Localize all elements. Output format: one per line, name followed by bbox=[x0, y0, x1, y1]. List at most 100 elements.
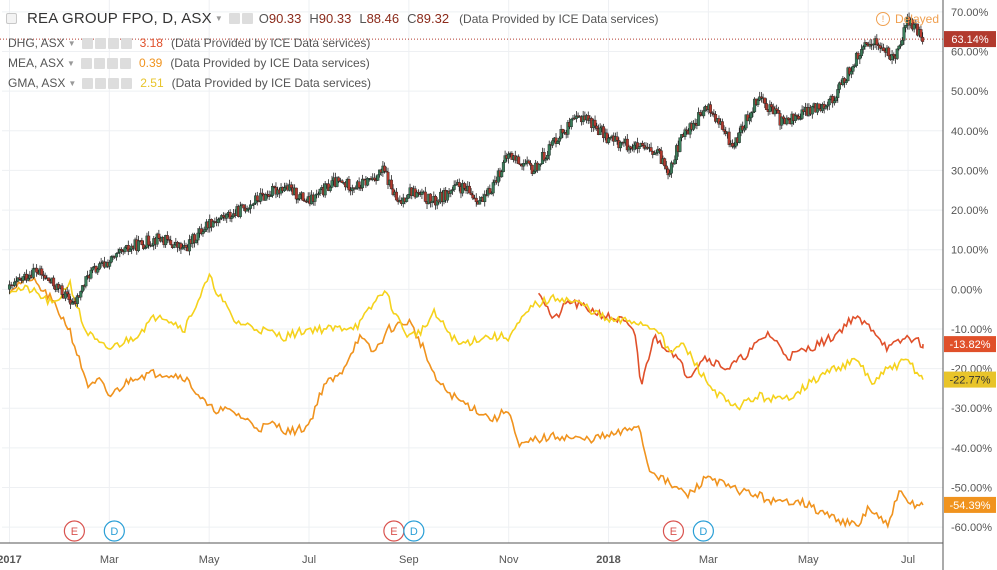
y-tick-label: 60.00% bbox=[951, 47, 989, 59]
candle-body bbox=[340, 180, 344, 183]
chevron-down-icon[interactable]: ▼ bbox=[67, 58, 75, 68]
candle-body bbox=[13, 281, 17, 286]
comparison-value: 0.39 bbox=[138, 56, 163, 70]
candle-body bbox=[457, 182, 461, 187]
candle-body bbox=[108, 261, 112, 267]
candle-body bbox=[546, 155, 550, 160]
dividend-marker[interactable] bbox=[103, 520, 125, 542]
candle-body bbox=[79, 291, 83, 298]
candle-body bbox=[615, 136, 619, 141]
delayed-indicator[interactable]: ! Delayed bbox=[875, 12, 939, 26]
candle-body bbox=[172, 244, 176, 248]
eye-icon[interactable] bbox=[228, 13, 240, 24]
series-line-gma bbox=[8, 272, 924, 411]
candle-body bbox=[289, 184, 293, 189]
earnings-marker[interactable] bbox=[662, 520, 685, 542]
y-tick-label: -50.00% bbox=[951, 483, 992, 495]
candle-body bbox=[361, 178, 365, 189]
chevron-down-icon[interactable]: ▼ bbox=[214, 14, 223, 23]
candle-body bbox=[123, 247, 127, 253]
add-icon[interactable] bbox=[106, 57, 118, 69]
candle-body bbox=[157, 233, 161, 239]
eye-icon[interactable] bbox=[82, 77, 94, 89]
candle-body bbox=[478, 200, 482, 205]
candle-body bbox=[844, 80, 848, 83]
gear-icon[interactable] bbox=[241, 13, 253, 24]
candle-body bbox=[230, 216, 234, 219]
candle-body bbox=[491, 182, 495, 194]
add-icon[interactable] bbox=[108, 77, 120, 89]
warning-icon: ! bbox=[875, 12, 890, 26]
gear-icon[interactable] bbox=[95, 77, 107, 89]
candle-body bbox=[255, 195, 259, 201]
candle-body bbox=[67, 293, 71, 300]
candle-body bbox=[405, 197, 409, 202]
candle-body bbox=[120, 249, 124, 251]
chevron-down-icon[interactable]: ▼ bbox=[68, 78, 77, 88]
eye-icon[interactable] bbox=[81, 37, 93, 49]
candle-body bbox=[556, 141, 560, 144]
candle-body bbox=[242, 204, 246, 209]
chevron-down-icon[interactable]: ▼ bbox=[67, 38, 76, 48]
gear-icon[interactable] bbox=[94, 37, 106, 49]
candle-body bbox=[192, 234, 196, 244]
candle-body bbox=[702, 110, 706, 117]
candle-body bbox=[749, 112, 753, 119]
collapse-legend-button[interactable] bbox=[6, 13, 17, 24]
candle-body bbox=[52, 277, 56, 287]
candle-body bbox=[851, 66, 855, 72]
candle-body bbox=[530, 164, 534, 174]
candle-body bbox=[194, 239, 198, 244]
comparison-symbol: GMA, ASX bbox=[8, 76, 66, 90]
close-icon[interactable] bbox=[119, 57, 131, 69]
candle-body bbox=[663, 158, 667, 167]
candle-body bbox=[449, 190, 453, 194]
candle-body bbox=[708, 104, 712, 113]
candle-body bbox=[824, 106, 828, 109]
candle-body bbox=[260, 192, 264, 195]
close-value: 89.32 bbox=[416, 11, 450, 26]
candle-body bbox=[787, 117, 791, 120]
comparison-symbol: MEA, ASX bbox=[8, 56, 65, 70]
gear-icon[interactable] bbox=[93, 57, 105, 69]
candle-body bbox=[837, 82, 841, 90]
candle-body bbox=[500, 171, 504, 178]
candle-body bbox=[225, 214, 229, 219]
candle-body bbox=[165, 235, 169, 240]
candle-body bbox=[919, 29, 923, 38]
close-icon[interactable] bbox=[121, 77, 133, 89]
candle-body bbox=[35, 267, 39, 273]
x-tick-label: 2018 bbox=[596, 554, 620, 566]
event-marker-label: D bbox=[410, 526, 418, 538]
candle-body bbox=[201, 231, 205, 235]
candle-body bbox=[785, 117, 789, 125]
earnings-marker[interactable] bbox=[63, 520, 85, 542]
candle-body bbox=[70, 302, 74, 305]
dividend-marker[interactable] bbox=[403, 520, 425, 542]
candle-body bbox=[529, 162, 533, 166]
eye-icon[interactable] bbox=[80, 57, 92, 69]
candle-body bbox=[860, 49, 864, 57]
candle-body bbox=[742, 127, 746, 131]
candle-body bbox=[547, 144, 551, 156]
candle-body bbox=[649, 147, 653, 152]
candle-body bbox=[252, 203, 256, 205]
candle-body bbox=[902, 27, 906, 41]
candle-body bbox=[664, 165, 668, 170]
candle-body bbox=[282, 187, 286, 192]
close-icon[interactable] bbox=[120, 37, 132, 49]
y-tick-label: 20.00% bbox=[951, 205, 989, 217]
candle-body bbox=[764, 103, 768, 110]
x-tick-label: May bbox=[798, 554, 819, 566]
candle-body bbox=[895, 48, 899, 59]
event-marker-label: E bbox=[390, 526, 397, 538]
low-value: 88.46 bbox=[366, 11, 400, 26]
dividend-marker[interactable] bbox=[692, 520, 714, 542]
candle-body bbox=[91, 267, 95, 271]
last-value-badge bbox=[944, 336, 996, 353]
event-marker-label: D bbox=[110, 526, 118, 538]
candle-body bbox=[849, 71, 853, 75]
add-icon[interactable] bbox=[107, 37, 119, 49]
candle-body bbox=[18, 277, 22, 280]
